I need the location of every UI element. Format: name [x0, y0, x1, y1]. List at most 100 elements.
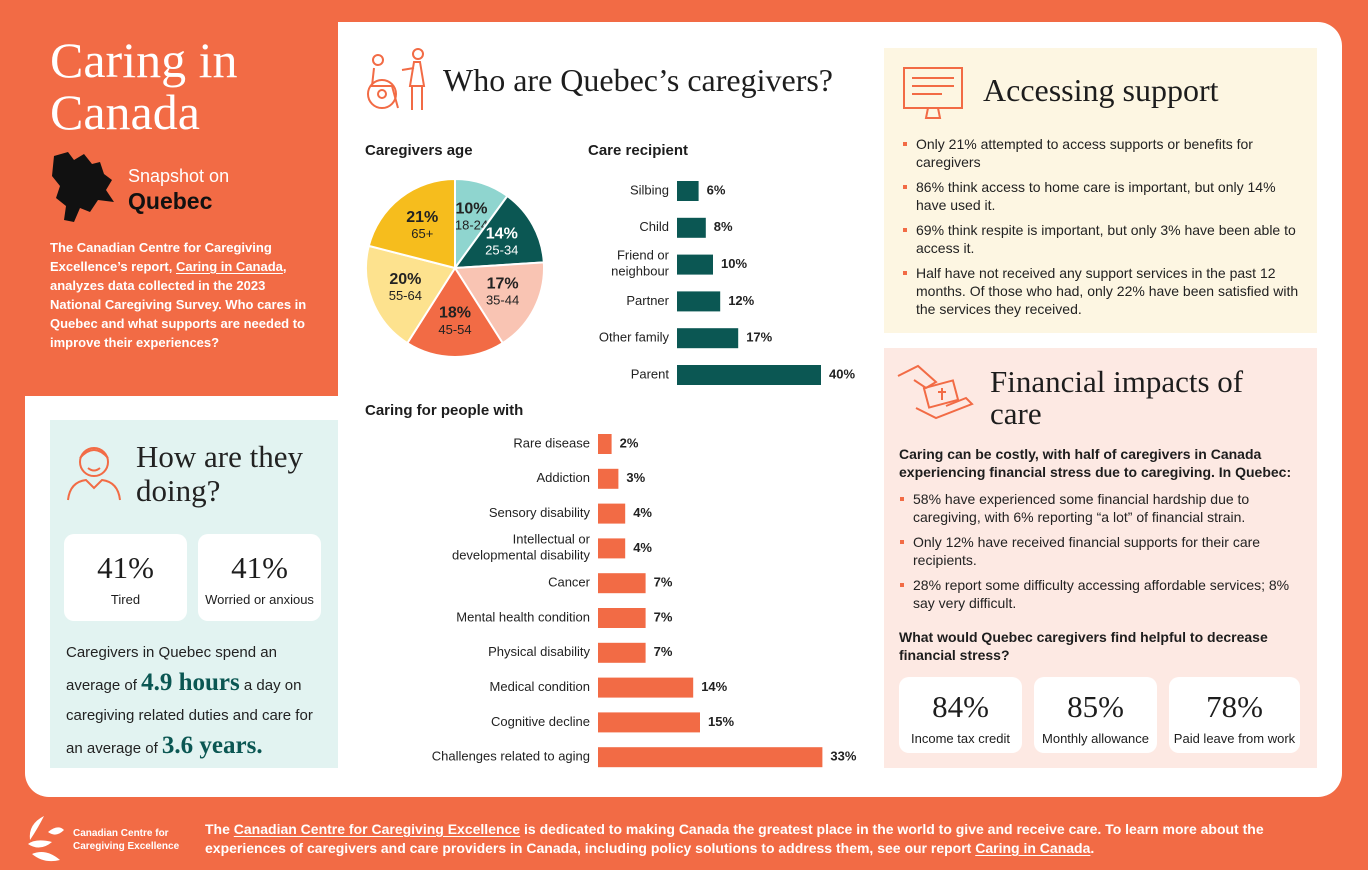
bullet: 58% have experienced some financial hard…: [899, 490, 1309, 526]
category-label: Parent: [631, 366, 670, 381]
text: Canadian Centre for: [73, 828, 169, 839]
bullet: Half have not received any support servi…: [902, 264, 1307, 318]
chart-title: Caring for people with: [365, 402, 524, 419]
pie-slice: [405, 266, 505, 358]
financial-title: Financial impacts of care: [990, 364, 1244, 431]
value-label: 6%: [707, 182, 726, 197]
stat-value: 84%: [932, 689, 989, 724]
bullet: Only 21% attempted to access supports or…: [902, 135, 1307, 171]
stat-label: Monthly allowance: [1042, 731, 1149, 746]
slice-value-label: 10%: [455, 200, 487, 217]
bullet: 28% report some difficulty accessing aff…: [899, 576, 1309, 612]
value-label: 4%: [633, 540, 652, 555]
money-icon: [897, 364, 974, 420]
category-label: Physical disability: [488, 644, 590, 659]
value-label: 4%: [633, 505, 652, 520]
slice-value-label: 21%: [406, 209, 438, 226]
slice-category-label: 18-24: [455, 218, 488, 233]
snapshot-label: Snapshot on: [128, 166, 230, 186]
value-label: 8%: [714, 219, 733, 234]
link[interactable]: Caring in Canada: [175, 259, 283, 274]
doing-text: Caregivers in Quebec spend an average of…: [66, 638, 328, 764]
bar: [598, 712, 700, 733]
bar: [677, 217, 706, 238]
person-icon: [67, 447, 121, 501]
category-label: Rare disease: [513, 435, 590, 450]
bar: [598, 538, 626, 559]
stat-label: Tired: [110, 592, 141, 607]
bullet: Only 12% have received financial support…: [899, 533, 1309, 569]
stat-value: 78%: [1206, 689, 1263, 724]
value-label: 14%: [701, 679, 727, 694]
bar: [677, 328, 739, 349]
bar: [598, 642, 646, 663]
bar: [677, 365, 821, 385]
footer-text: The Canadian Centre for Caregiving Excel…: [205, 820, 1325, 858]
financial-list: 58% have experienced some financial hard…: [899, 490, 1309, 619]
financial-intro: Caring can be costly, with half of careg…: [899, 446, 1292, 480]
stat-card: 41% Worried or anxious: [198, 534, 321, 621]
logo: [28, 816, 64, 862]
category-label: Partner: [626, 293, 669, 308]
category-label: Friend or neighbour: [611, 248, 669, 279]
slice-value-label: 14%: [486, 225, 518, 242]
category-label: Challenges related to aging: [432, 749, 590, 764]
stat-label: Income tax credit: [911, 731, 1010, 746]
bar: [598, 468, 619, 489]
text: is dedicated to making Canada the greate…: [205, 821, 1264, 856]
category-label: Intellectual or developmental disability: [452, 532, 591, 563]
slice-category-label: 55-64: [389, 288, 422, 303]
category-label-line: Intellectual or: [513, 532, 591, 547]
stat-label: Worried or anxious: [205, 592, 314, 607]
text: The Canadian Centre for Caregiving Excel…: [50, 240, 272, 274]
category-label: Other family: [599, 330, 670, 345]
text: Caregiving Excellence: [73, 841, 180, 852]
highlight: 4.9 hours: [141, 669, 240, 696]
stat-value: 85%: [1067, 689, 1124, 724]
slice-value-label: 17%: [487, 275, 519, 292]
stat-card: 78% Paid leave from work: [1169, 677, 1300, 753]
category-label: Mental health condition: [456, 609, 590, 624]
support-panel: [884, 48, 1317, 333]
text: a day on caregiving related duties and c…: [66, 677, 313, 757]
who-title: Who are Quebec’s caregivers?: [443, 62, 833, 98]
value-label: 10%: [721, 256, 747, 271]
link[interactable]: Canadian Centre for Caregiving Excellenc…: [233, 821, 521, 837]
text: The: [205, 821, 234, 837]
stat-card: 41% Tired: [64, 534, 187, 621]
link[interactable]: Caring in Canada: [975, 840, 1091, 856]
value-label: 2%: [620, 435, 639, 450]
category-label: Addiction: [537, 470, 590, 485]
bar: [598, 747, 823, 768]
slice-category-label: 65+: [411, 226, 433, 241]
bullet: 86% think access to home care is importa…: [902, 178, 1307, 214]
bar: [598, 677, 694, 698]
category-label: Sensory disability: [489, 505, 591, 520]
slice-category-label: 25-34: [485, 243, 518, 258]
bar: [677, 254, 713, 275]
pie-slice: [452, 194, 545, 270]
value-label: 7%: [654, 644, 673, 659]
text: Caregivers in Quebec spend an average of: [66, 644, 277, 694]
stat-card: 84% Income tax credit: [899, 677, 1022, 753]
stat-card: 85% Monthly allowance: [1034, 677, 1157, 753]
value-label: 12%: [728, 293, 754, 308]
category-label: Cancer: [548, 575, 591, 590]
pie-slice: [367, 177, 456, 270]
value-label: 17%: [746, 330, 772, 345]
bar: [677, 291, 721, 312]
text: , analyzes data collected in the 2023 Na…: [50, 259, 307, 350]
bar: [598, 608, 646, 628]
category-label: Silbing: [630, 182, 669, 197]
pie-slice: [365, 244, 457, 345]
bar: [598, 573, 646, 594]
category-label-line: developmental disability: [452, 548, 591, 563]
support-title: Accessing support: [983, 72, 1219, 108]
stat-value: 41%: [97, 550, 154, 585]
org-name: Canadian Centre for Caregiving Excellence: [73, 827, 179, 853]
category-label: Medical condition: [490, 679, 590, 694]
chart-title: Care recipient: [588, 142, 689, 159]
support-list: Only 21% attempted to access supports or…: [902, 135, 1307, 325]
slice-category-label: 35-44: [486, 293, 519, 308]
